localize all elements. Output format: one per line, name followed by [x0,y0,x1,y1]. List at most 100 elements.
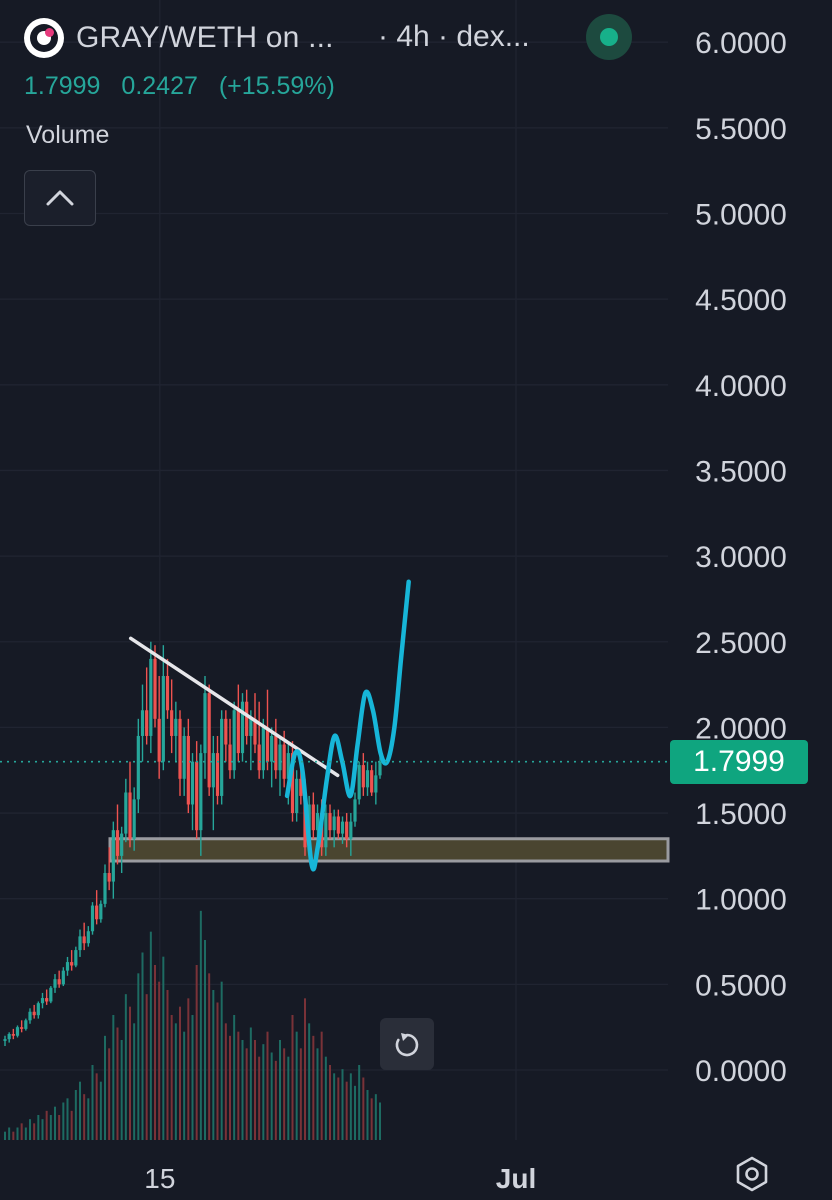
volume-bar [120,1040,123,1140]
volume-bar [149,931,152,1140]
candle-body [299,778,303,796]
y-axis-label: 4.5000 [695,284,787,317]
candle-body [128,792,132,839]
volume-bar [195,965,198,1140]
volume-bar [83,1094,86,1140]
candle-body [357,765,361,800]
volume-bar [33,1123,36,1140]
ohlc-values: 1.7999 0.2427 (+15.59%) [24,72,349,101]
candle-body [49,987,53,1002]
volume-bar [324,1056,327,1140]
candle-body [324,813,328,848]
volume-bar [174,1023,177,1140]
candle-body [261,727,265,771]
y-axis-label: 0.0000 [695,1055,787,1088]
x-axis-label: 15 [144,1163,175,1194]
candle-body [190,761,195,805]
volume-bar [179,1006,181,1140]
volume-bar [366,1090,369,1140]
volume-bar [266,1031,269,1140]
candle-body [140,710,145,736]
price-change: 0.2427 [121,72,198,100]
hexagon-gear-icon[interactable] [730,1152,774,1196]
volume-bar [20,1123,23,1140]
candle-body [90,905,95,932]
candle-body [245,701,249,736]
candle-body [207,693,211,788]
volume-bar [108,1048,111,1140]
candle-body [257,744,261,771]
y-axis-label: 2.5000 [695,627,787,660]
volume-bar [370,1098,373,1140]
symbol-header[interactable]: GRAY/WETH on ... [24,18,334,58]
volume-legend[interactable]: Volume [26,121,110,149]
last-price: 1.7999 [24,72,101,100]
volume-bar [345,1081,348,1140]
candle-body [107,873,111,882]
volume-bar [274,1060,277,1140]
candle-body [24,1020,28,1029]
volume-bar [220,981,223,1140]
volume-bar [249,1027,252,1140]
volume-bar [379,1102,381,1140]
support-zone [108,837,670,863]
candle-body [78,936,82,951]
collapse-legend-button[interactable] [24,170,96,226]
volume-bar [358,1065,361,1140]
volume-bar [354,1085,356,1140]
volume-bar [224,1023,227,1140]
volume-bar [245,1048,248,1140]
candle-body [182,735,186,779]
candle-body [215,753,220,796]
interval-source[interactable]: · 4h · dex... [378,20,530,53]
y-axis-label: 4.0000 [695,370,787,403]
candle-body [311,804,315,831]
volume-bar [349,1073,352,1140]
volume-bar [204,940,206,1140]
volume-bar [37,1115,40,1140]
symbol-title[interactable]: GRAY/WETH on ... [76,21,334,54]
volume-bar [141,952,144,1140]
volume-bar [99,1081,102,1140]
volume-bar [58,1115,61,1140]
volume-bar [229,1035,231,1140]
volume-bar [237,1031,240,1140]
volume-bar [304,998,306,1140]
volume-bar [162,956,165,1140]
reset-chart-button[interactable] [380,1018,434,1070]
volume-bar [316,1048,319,1140]
volume-bar [287,1056,290,1140]
y-axis-label: 1.0000 [695,884,787,917]
candle-body [157,718,161,762]
candle-body [70,962,74,966]
candle-body [40,998,45,1004]
candle-body [340,821,345,834]
volume-bar [241,1040,244,1140]
candle-body [74,950,78,966]
candle-body [32,1011,36,1016]
candle-body [270,735,274,762]
candle-body [295,778,299,814]
candle-body [332,816,336,831]
volume-bar [254,1040,256,1140]
volume-bar [187,998,190,1140]
volume-bar [183,1031,186,1140]
rotate-ccw-icon [395,1033,419,1057]
volume-bar [145,994,148,1140]
volume-bar [283,1048,286,1140]
y-axis-label: 6.0000 [695,27,787,60]
candle-body [278,744,282,771]
candle-body [315,813,320,831]
volume-bar [199,910,202,1140]
volume-bar [295,1031,298,1140]
volume-bar [66,1098,69,1140]
candle-body [199,753,203,831]
candle-body [265,727,270,762]
candle-body [145,710,149,736]
candle-body [61,970,65,985]
volume-bar [133,1023,136,1140]
volume-bar [166,990,169,1140]
volume-bar [4,1131,6,1140]
y-axis-label: 0.5000 [695,969,787,1002]
